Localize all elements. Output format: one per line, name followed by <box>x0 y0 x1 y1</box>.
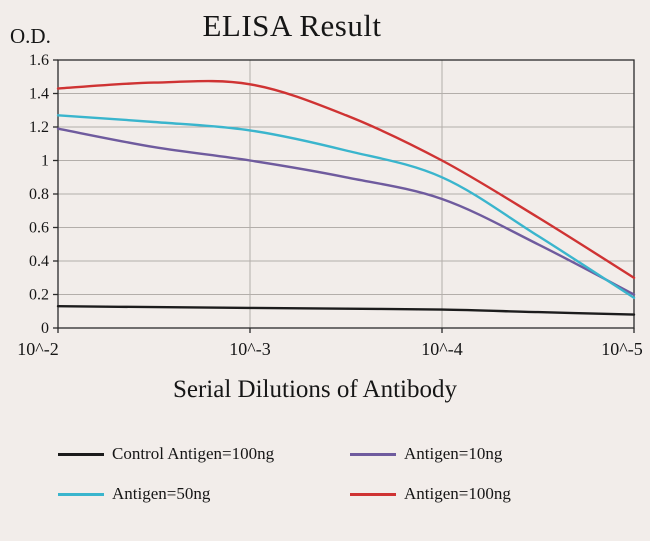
x-tick-label: 10^-3 <box>229 339 270 359</box>
series-line-antigen-100ng <box>56 79 636 279</box>
y-axis-title: O.D. <box>10 24 51 48</box>
x-axis-title: Serial Dilutions of Antibody <box>172 376 458 403</box>
legend-line-swatch-antigen-100ng <box>350 492 396 496</box>
legend-item-antigen-10ng: Antigen=10ng <box>350 444 650 464</box>
y-tick-label: 0 <box>41 320 49 337</box>
chart-title: ELISA Result <box>202 8 382 43</box>
chart-header: O.D. ELISA Result <box>0 0 650 52</box>
legend-item-antigen-100ng: Antigen=100ng <box>350 484 650 504</box>
y-tick-label: 0.6 <box>29 220 49 237</box>
y-tick-label: 0.4 <box>29 253 49 270</box>
y-tick-label: 0.8 <box>29 186 49 203</box>
legend-item-antigen-50ng: Antigen=50ng <box>58 484 350 504</box>
legend-label: Antigen=10ng <box>404 444 503 463</box>
legend-line-swatch-antigen-50ng <box>58 492 104 496</box>
x-tick-label: 10^-2 <box>17 339 58 359</box>
x-tick-label: 10^-4 <box>421 339 462 359</box>
series-line-antigen-10ng <box>56 127 636 296</box>
legend: Control Antigen=100ng Antigen=10ng Antig… <box>0 444 650 504</box>
y-tick-label: 1.2 <box>29 119 49 136</box>
series-line-control-antigen-100ng <box>56 305 636 316</box>
line-chart: 0 0.2 0.4 0.6 0.8 1 1.2 1.4 1.6 10^-2 10^-3 10^-4 10… <box>17 52 642 359</box>
elisa-figure: O.D. ELISA Result 0 0.2 0.4 0.6 0.8 1 1.2 1.4 1.… <box>0 0 650 504</box>
legend-line-swatch-antigen-10ng <box>350 452 396 456</box>
legend-label: Antigen=50ng <box>112 484 211 503</box>
legend-label: Antigen=100ng <box>404 484 511 503</box>
y-tick-label: 1.4 <box>29 86 49 103</box>
y-tick-label: 0.2 <box>29 287 49 304</box>
legend-label: Control Antigen=100ng <box>112 444 275 463</box>
y-tick-label: 1 <box>41 153 49 170</box>
y-tick-label: 1.6 <box>29 52 49 69</box>
series-line-antigen-50ng <box>56 114 636 299</box>
x-tick-label: 10^-5 <box>601 339 642 359</box>
legend-item-control-antigen-100ng: Control Antigen=100ng <box>58 444 350 464</box>
legend-line-swatch-control-antigen-100ng <box>58 452 104 456</box>
